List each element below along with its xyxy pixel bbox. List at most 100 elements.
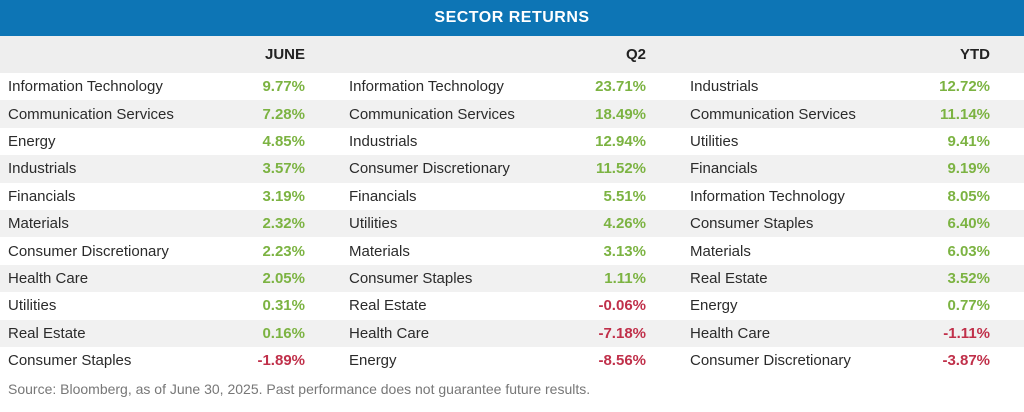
sector-return-value: 4.85% — [262, 132, 305, 150]
table-row: Materials 6.03% — [682, 237, 1024, 264]
column-header-june: JUNE — [264, 46, 305, 63]
table-row: Real Estate -0.06% — [341, 292, 682, 319]
sector-return-value: 9.41% — [947, 132, 990, 150]
sector-name: Health Care — [690, 324, 771, 342]
sector-name: Communication Services — [8, 105, 174, 123]
table-row: Consumer Staples 1.11% — [341, 264, 682, 293]
sector-return-value: -0.06% — [598, 297, 646, 315]
table-row: Utilities 4.26% — [341, 209, 682, 238]
column-header-row: JUNE Q2 YTD — [0, 36, 1024, 73]
table-row: Energy -8.56% — [341, 347, 682, 374]
sector-name: Consumer Staples — [8, 352, 132, 370]
table-row: Information Technology 9.77% — [0, 73, 341, 100]
sector-name: Industrials — [690, 78, 759, 96]
sector-name: Energy — [690, 297, 738, 315]
sector-return-value: 12.72% — [939, 78, 990, 96]
sector-return-value: -8.56% — [598, 352, 646, 370]
sector-name: Real Estate — [349, 297, 427, 315]
sector-return-value: 18.49% — [595, 105, 646, 123]
sector-return-value: 7.28% — [262, 105, 305, 123]
sector-name: Consumer Discretionary — [349, 160, 510, 178]
sector-name: Financials — [349, 187, 417, 205]
sector-name: Utilities — [349, 215, 398, 233]
sector-name: Communication Services — [690, 105, 856, 123]
table-row: Information Technology 8.05% — [682, 183, 1024, 210]
sector-name: Energy — [349, 352, 397, 370]
column-header-ytd: YTD — [960, 46, 990, 63]
table-row: Utilities 9.41% — [682, 128, 1024, 155]
sector-name: Health Care — [349, 324, 430, 342]
table-row: Communication Services 18.49% — [341, 100, 682, 128]
sector-return-value: 6.03% — [947, 242, 990, 260]
sector-name: Consumer Staples — [349, 269, 473, 287]
table-row: Industrials 12.72% — [682, 73, 1024, 100]
sector-name: Financials — [690, 160, 758, 178]
table-row: Financials 5.51% — [341, 183, 682, 210]
sector-return-value: 9.77% — [262, 78, 305, 96]
ytd-column: Industrials 12.72% Communication Services 1… — [682, 73, 1024, 374]
sector-return-value: 3.57% — [262, 160, 305, 178]
table-row: Information Technology 23.71% — [341, 73, 682, 100]
sector-name: Materials — [8, 215, 69, 233]
column-header-q2: Q2 — [625, 46, 646, 63]
sector-return-value: 3.19% — [262, 187, 305, 205]
table-row: Consumer Staples 6.40% — [682, 209, 1024, 238]
sector-return-value: 11.14% — [939, 105, 990, 123]
sector-name: Utilities — [690, 132, 739, 150]
sector-name: Health Care — [8, 269, 89, 287]
q2-column: Information Technology 23.71% Communicatio… — [341, 73, 682, 374]
sector-name: Information Technology — [8, 78, 163, 96]
table-row: Consumer Staples -1.89% — [0, 347, 341, 374]
table-row: Consumer Discretionary 11.52% — [341, 155, 682, 183]
table-row: Industrials 12.94% — [341, 128, 682, 155]
sector-return-value: 11.52% — [595, 160, 646, 178]
sector-name: Financials — [8, 187, 76, 205]
sector-name: Utilities — [8, 297, 57, 315]
sector-name: Information Technology — [349, 78, 504, 96]
table-row: Real Estate 0.16% — [0, 319, 341, 347]
sector-return-value: -1.89% — [257, 352, 305, 370]
sector-return-value: 0.31% — [262, 297, 305, 315]
sector-name: Industrials — [8, 160, 77, 178]
table-title: SECTOR RETURNS — [434, 9, 590, 26]
sector-return-value: -3.87% — [942, 352, 990, 370]
sector-name: Materials — [349, 242, 410, 260]
sector-return-value: 0.77% — [947, 297, 990, 315]
sector-return-value: 3.13% — [603, 242, 646, 260]
sector-return-value: 6.40% — [947, 215, 990, 233]
table-row: Consumer Discretionary 2.23% — [0, 237, 341, 264]
sector-return-value: -1.11% — [943, 324, 990, 342]
sector-name: Communication Services — [349, 105, 515, 123]
table-row: Financials 3.19% — [0, 183, 341, 210]
table-row: Energy 4.85% — [0, 128, 341, 155]
table-row: Consumer Discretionary -3.87% — [682, 347, 1024, 374]
table-row: Materials 3.13% — [341, 237, 682, 264]
sector-return-value: 2.05% — [262, 269, 305, 287]
sector-return-value: 9.19% — [947, 160, 990, 178]
sector-name: Industrials — [349, 132, 418, 150]
table-row: Materials 2.32% — [0, 209, 341, 238]
table-row: Real Estate 3.52% — [682, 264, 1024, 293]
table-row: Financials 9.19% — [682, 155, 1024, 183]
sector-return-value: 2.23% — [262, 242, 305, 260]
sector-name: Information Technology — [690, 187, 845, 205]
sector-name: Consumer Discretionary — [8, 242, 169, 260]
sector-name: Energy — [8, 132, 56, 150]
sector-name: Consumer Discretionary — [690, 352, 851, 370]
table-row: Health Care 2.05% — [0, 264, 341, 293]
source-footnote: Source: Bloomberg, as of June 30, 2025. … — [8, 381, 591, 398]
table-row: Communication Services 7.28% — [0, 100, 341, 128]
returns-table: Information Technology 9.77% Communication… — [0, 73, 1024, 374]
sector-return-value: 4.26% — [603, 215, 646, 233]
table-row: Health Care -7.18% — [341, 319, 682, 347]
sector-return-value: 2.32% — [262, 215, 305, 233]
sector-return-value: 12.94% — [595, 132, 646, 150]
sector-return-value: 8.05% — [947, 187, 990, 205]
table-row: Health Care -1.11% — [682, 319, 1024, 347]
sector-name: Consumer Staples — [690, 215, 814, 233]
sector-return-value: 5.51% — [603, 187, 646, 205]
table-row: Communication Services 11.14% — [682, 100, 1024, 128]
sector-name: Real Estate — [690, 269, 768, 287]
title-bar: SECTOR RETURNS — [0, 0, 1024, 36]
sector-return-value: 0.16% — [262, 324, 305, 342]
